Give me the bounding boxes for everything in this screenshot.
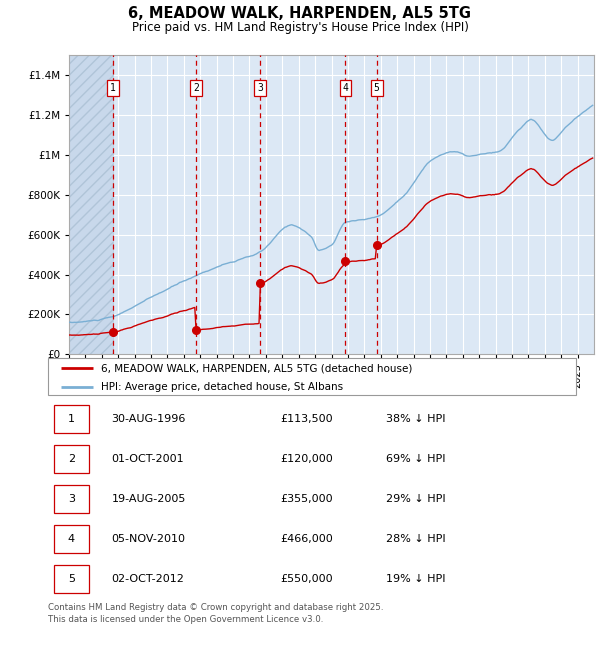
Text: Contains HM Land Registry data © Crown copyright and database right 2025.
This d: Contains HM Land Registry data © Crown c…: [48, 603, 383, 624]
Text: 5: 5: [374, 83, 380, 93]
Text: 6, MEADOW WALK, HARPENDEN, AL5 5TG (detached house): 6, MEADOW WALK, HARPENDEN, AL5 5TG (deta…: [101, 363, 412, 373]
Text: HPI: Average price, detached house, St Albans: HPI: Average price, detached house, St A…: [101, 382, 343, 392]
Text: £113,500: £113,500: [280, 414, 333, 424]
Text: 38% ↓ HPI: 38% ↓ HPI: [386, 414, 445, 424]
FancyBboxPatch shape: [55, 566, 89, 593]
Text: 3: 3: [257, 83, 263, 93]
Text: 1: 1: [110, 83, 116, 93]
Text: 02-OCT-2012: 02-OCT-2012: [112, 575, 184, 584]
Text: 4: 4: [68, 534, 75, 544]
FancyBboxPatch shape: [55, 525, 89, 553]
FancyBboxPatch shape: [48, 358, 576, 395]
Text: £120,000: £120,000: [280, 454, 333, 464]
Text: 30-AUG-1996: 30-AUG-1996: [112, 414, 186, 424]
Text: 19-AUG-2005: 19-AUG-2005: [112, 494, 186, 504]
Text: 01-OCT-2001: 01-OCT-2001: [112, 454, 184, 464]
Text: 69% ↓ HPI: 69% ↓ HPI: [386, 454, 445, 464]
Text: Price paid vs. HM Land Registry's House Price Index (HPI): Price paid vs. HM Land Registry's House …: [131, 21, 469, 34]
FancyBboxPatch shape: [55, 445, 89, 473]
Text: £466,000: £466,000: [280, 534, 333, 544]
Bar: [69, 55, 113, 354]
Text: £355,000: £355,000: [280, 494, 333, 504]
Text: 4: 4: [343, 83, 348, 93]
Text: 19% ↓ HPI: 19% ↓ HPI: [386, 575, 445, 584]
Text: £550,000: £550,000: [280, 575, 333, 584]
Text: 6, MEADOW WALK, HARPENDEN, AL5 5TG: 6, MEADOW WALK, HARPENDEN, AL5 5TG: [128, 6, 472, 21]
Text: 5: 5: [68, 575, 75, 584]
Text: 2: 2: [193, 83, 199, 93]
Text: 05-NOV-2010: 05-NOV-2010: [112, 534, 185, 544]
Text: 2: 2: [68, 454, 75, 464]
Text: 1: 1: [68, 414, 75, 424]
Text: 3: 3: [68, 494, 75, 504]
Text: 28% ↓ HPI: 28% ↓ HPI: [386, 534, 446, 544]
Text: 29% ↓ HPI: 29% ↓ HPI: [386, 494, 446, 504]
FancyBboxPatch shape: [55, 485, 89, 514]
FancyBboxPatch shape: [55, 405, 89, 433]
